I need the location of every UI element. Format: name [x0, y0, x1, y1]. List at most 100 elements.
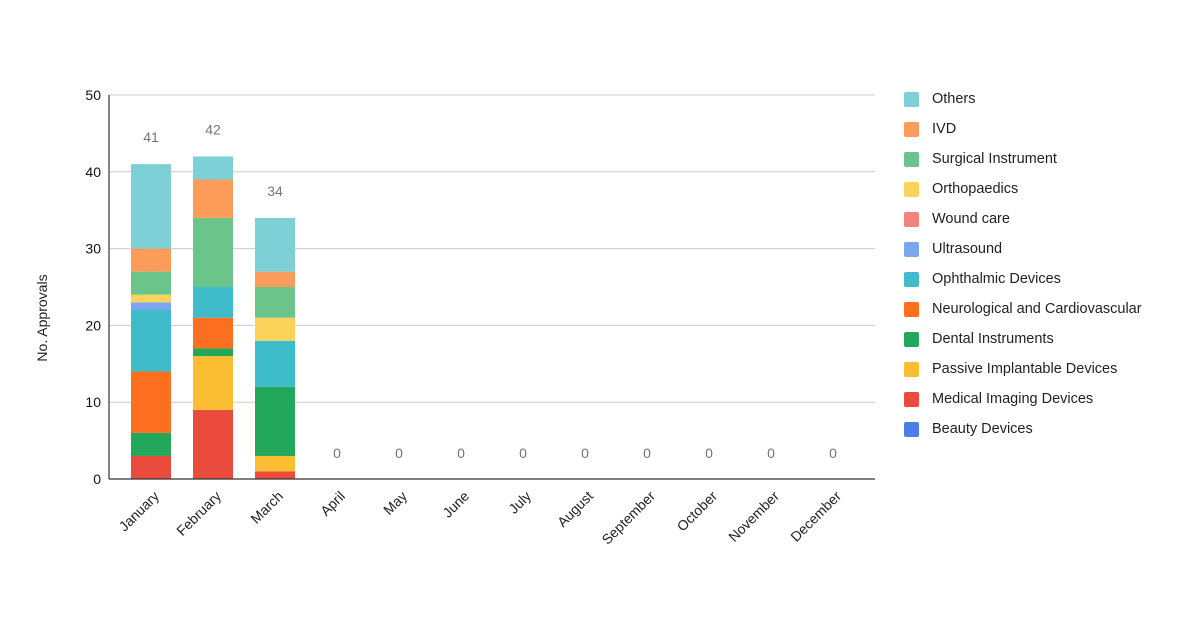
- y-tick-label: 0: [93, 471, 101, 487]
- y-tick-label: 20: [85, 317, 101, 333]
- bar-segment[interactable]: [193, 317, 233, 349]
- y-tick-label: 30: [85, 241, 101, 257]
- total-label: 0: [519, 445, 527, 461]
- legend-swatch: [904, 421, 919, 437]
- bar-segment[interactable]: [131, 294, 171, 303]
- legend-swatch: [904, 331, 919, 347]
- x-axis-ticks: January February March April May June July Augu…: [116, 488, 845, 548]
- legend-label: Ophthalmic Devices: [932, 271, 1061, 287]
- legend-swatch: [904, 211, 919, 227]
- y-axis-ticks: 0 10 20 30 40 50: [85, 87, 101, 487]
- bar-segment[interactable]: [255, 340, 295, 387]
- bars: [131, 156, 295, 479]
- bar-segment[interactable]: [131, 371, 171, 433]
- bar-segment[interactable]: [131, 248, 171, 272]
- legend-label: Others: [932, 91, 976, 107]
- total-label: 0: [705, 445, 713, 461]
- legend-item[interactable]: Ultrasound: [904, 234, 1142, 264]
- legend-item[interactable]: Beauty Devices: [904, 414, 1142, 444]
- y-axis-label: No. Approvals: [34, 274, 50, 361]
- bar-segment[interactable]: [193, 287, 233, 318]
- gridlines: [109, 94, 875, 403]
- legend-item[interactable]: Orthopaedics: [904, 174, 1142, 204]
- total-label: 0: [333, 445, 341, 461]
- total-label: 0: [395, 445, 403, 461]
- x-tick-label: February: [173, 488, 224, 539]
- x-tick-label: April: [317, 488, 348, 519]
- legend-swatch: [904, 151, 919, 167]
- y-tick-label: 50: [85, 87, 101, 103]
- legend-label: Orthopaedics: [932, 181, 1019, 197]
- legend-label: Neurological and Cardiovascular: [932, 301, 1142, 317]
- legend-label: Medical Imaging Devices: [932, 391, 1094, 407]
- total-label: 34: [267, 183, 283, 199]
- bar-segment[interactable]: [193, 217, 233, 287]
- x-tick-label: June: [439, 488, 472, 521]
- legend-item[interactable]: Dental Instruments: [904, 324, 1142, 354]
- bar-segment[interactable]: [131, 455, 171, 479]
- y-tick-label: 10: [85, 394, 101, 410]
- legend-swatch: [904, 301, 919, 317]
- bar-segment[interactable]: [193, 348, 233, 357]
- legend-item[interactable]: Others: [904, 84, 1142, 114]
- x-tick-label: October: [674, 488, 721, 535]
- bar-segment[interactable]: [193, 356, 233, 410]
- legend-swatch: [904, 391, 919, 407]
- x-tick-label: November: [725, 488, 782, 545]
- bar-segment[interactable]: [255, 317, 295, 341]
- bar-segment[interactable]: [255, 287, 295, 318]
- total-label: 42: [205, 121, 221, 137]
- bar-segment[interactable]: [255, 271, 295, 287]
- legend-item[interactable]: Passive Implantable Devices: [904, 354, 1142, 384]
- legend-label: Dental Instruments: [932, 331, 1054, 347]
- legend-item[interactable]: Surgical Instrument: [904, 144, 1142, 174]
- x-tick-label: September: [598, 488, 658, 548]
- legend-item[interactable]: Ophthalmic Devices: [904, 264, 1142, 294]
- x-tick-label: August: [554, 488, 596, 530]
- legend-swatch: [904, 271, 919, 287]
- x-tick-label: January: [116, 488, 163, 535]
- total-label: 0: [829, 445, 837, 461]
- legend-label: Beauty Devices: [932, 421, 1033, 437]
- legend-swatch: [904, 181, 919, 197]
- bar-segment[interactable]: [193, 179, 233, 218]
- bar-segment[interactable]: [255, 455, 295, 472]
- legend-swatch: [904, 121, 919, 137]
- legend-item[interactable]: IVD: [904, 114, 1142, 144]
- total-label: 0: [767, 445, 775, 461]
- total-labels: 41 42 34 0 0 0 0 0 0 0 0 0: [143, 121, 837, 461]
- legend-swatch: [904, 91, 919, 107]
- bar-segment[interactable]: [255, 386, 295, 456]
- bar-segment[interactable]: [255, 471, 295, 479]
- total-label: 0: [581, 445, 589, 461]
- bar-segment[interactable]: [255, 217, 295, 272]
- bar-segment[interactable]: [131, 310, 171, 372]
- bar-segment[interactable]: [193, 156, 233, 180]
- legend-swatch: [904, 241, 919, 257]
- bar-segment[interactable]: [131, 271, 171, 295]
- legend-label: Passive Implantable Devices: [932, 361, 1118, 377]
- legend-label: Ultrasound: [932, 241, 1003, 257]
- x-tick-label: March: [247, 488, 286, 527]
- y-tick-label: 40: [85, 164, 101, 180]
- bar-segment[interactable]: [193, 409, 233, 479]
- legend-item[interactable]: Neurological and Cardiovascular: [904, 294, 1142, 324]
- total-label: 41: [143, 129, 159, 145]
- bar-segment[interactable]: [131, 164, 171, 249]
- legend-label: Surgical Instrument: [932, 151, 1057, 167]
- legend-label: IVD: [932, 121, 957, 137]
- x-tick-label: July: [505, 488, 534, 517]
- legend-item[interactable]: Wound care: [904, 204, 1142, 234]
- legend-swatch: [904, 361, 919, 377]
- legend-item[interactable]: Medical Imaging Devices: [904, 384, 1142, 414]
- x-tick-label: May: [380, 488, 410, 518]
- bar-segment[interactable]: [131, 302, 171, 311]
- legend-label: Wound care: [932, 211, 1010, 227]
- x-tick-label: December: [787, 488, 844, 545]
- bar-segment[interactable]: [131, 432, 171, 456]
- total-label: 0: [457, 445, 465, 461]
- total-label: 0: [643, 445, 651, 461]
- legend: Others IVD Surgical Instrument Orthopaedics…: [904, 84, 1142, 444]
